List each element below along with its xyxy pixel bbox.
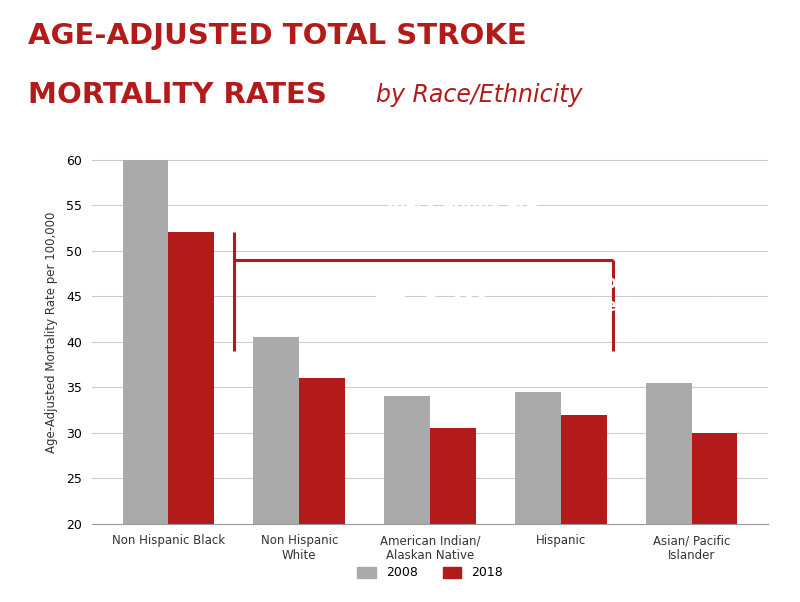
- Text: by Race/Ethnicity: by Race/Ethnicity: [377, 82, 583, 107]
- Y-axis label: Age-Adjusted Mortality Rate per 100,000: Age-Adjusted Mortality Rate per 100,000: [45, 212, 58, 453]
- Text: more likely to
die from stroke: more likely to die from stroke: [588, 273, 732, 315]
- Text: MORTALITY RATES: MORTALITY RATES: [27, 81, 326, 108]
- Legend: 2008, 2018: 2008, 2018: [352, 562, 508, 585]
- Bar: [561, 415, 606, 602]
- Bar: [515, 392, 561, 602]
- Bar: [691, 433, 738, 602]
- Bar: [254, 337, 299, 602]
- Bar: [299, 378, 345, 602]
- Text: AGE-ADJUSTED TOTAL STROKE: AGE-ADJUSTED TOTAL STROKE: [27, 22, 526, 50]
- Bar: [169, 232, 214, 602]
- Bar: [384, 396, 430, 602]
- Bar: [646, 383, 691, 602]
- Text: Black adults are: Black adults are: [386, 196, 538, 214]
- Text: 45%: 45%: [374, 272, 487, 317]
- Bar: [122, 160, 169, 602]
- Bar: [430, 428, 476, 602]
